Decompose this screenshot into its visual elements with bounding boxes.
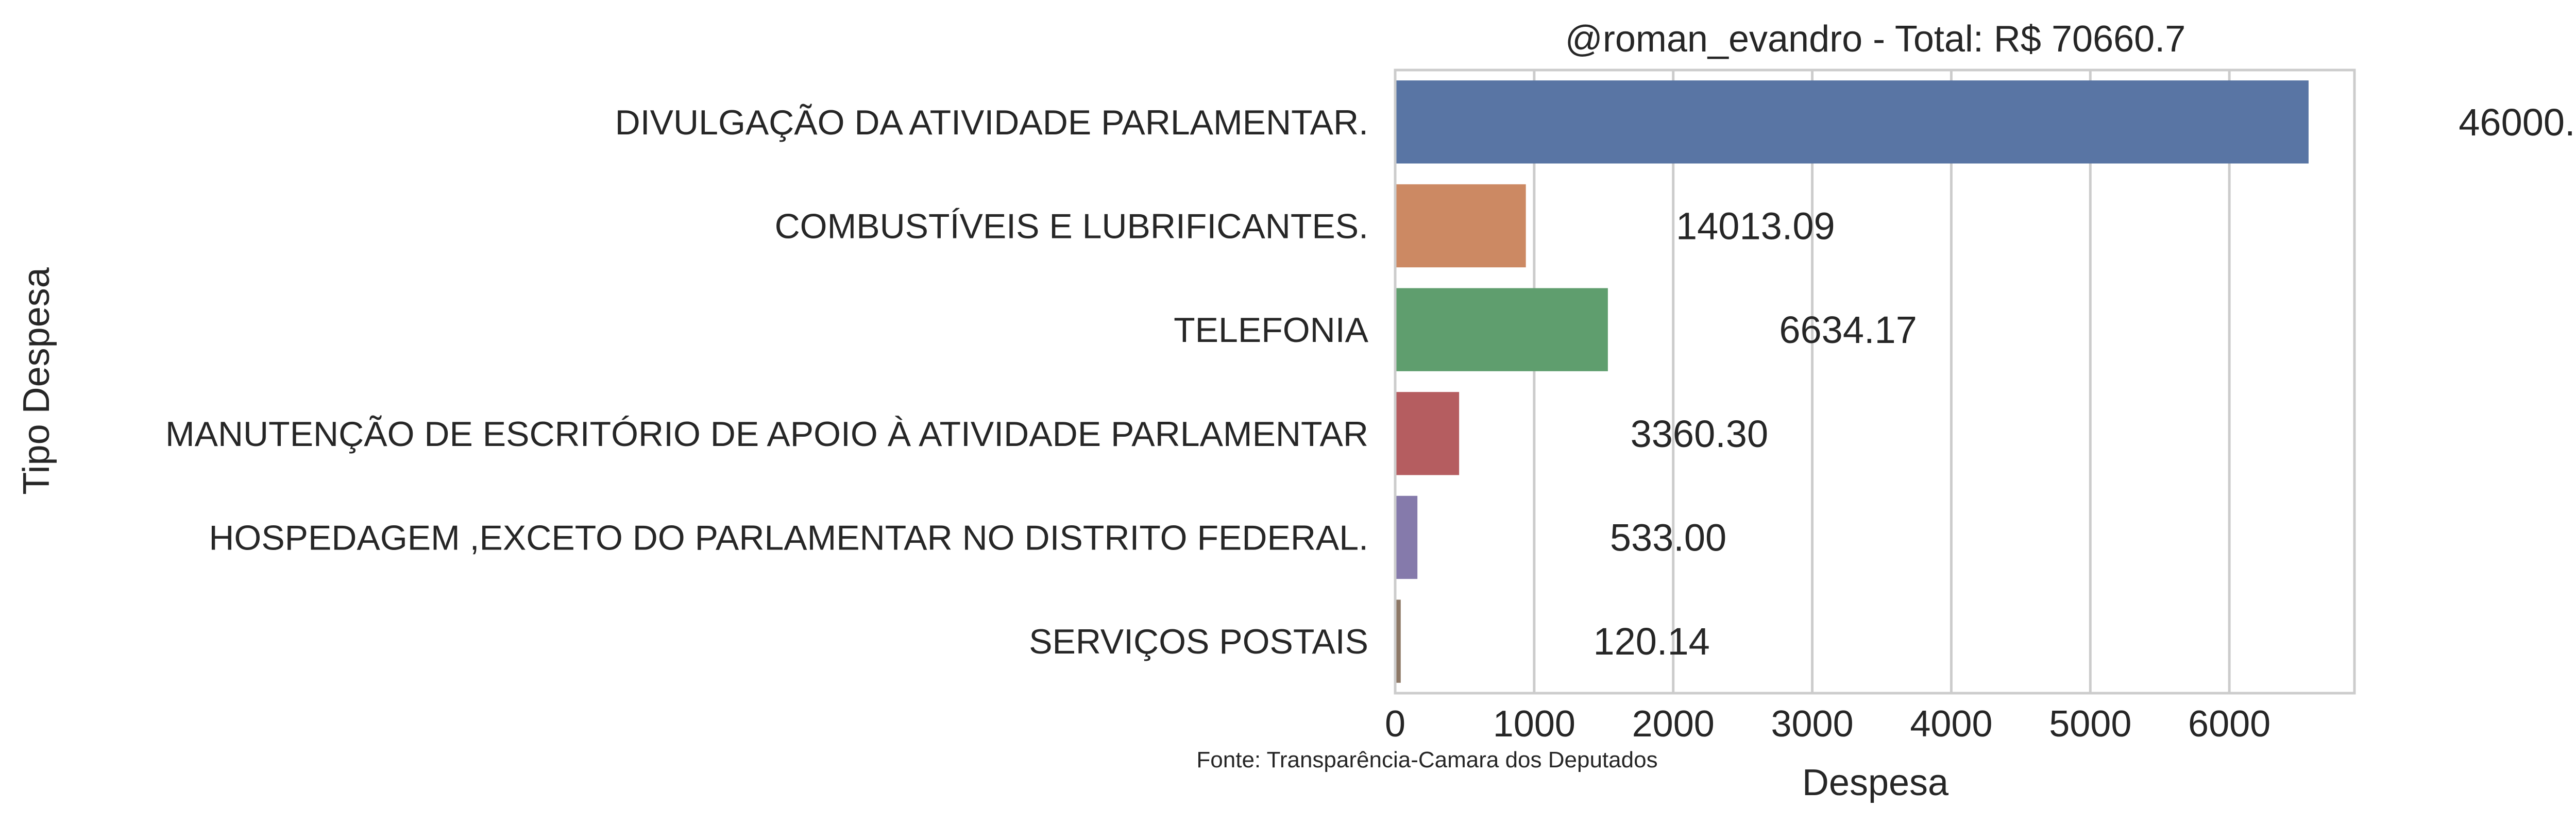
plot-frame	[1394, 68, 2356, 695]
y-axis-label: Tipo Despesa	[16, 267, 57, 495]
y-tick-label: COMBUSTÍVEIS E LUBRIFICANTES.	[775, 207, 1368, 246]
data-label: 533.00	[1610, 517, 1726, 559]
bar	[1395, 495, 1418, 579]
y-tick-label: TELEFONIA	[1174, 311, 1368, 350]
x-tick-label: 2000	[1632, 703, 1715, 745]
data-label: 3360.30	[1631, 413, 1769, 455]
y-tick-label: MANUTENÇÃO DE ESCRITÓRIO DE APOIO À ATIV…	[165, 415, 1368, 454]
bar	[1395, 184, 1526, 268]
x-tick-label: 1000	[1493, 703, 1575, 745]
data-label: 14013.09	[1676, 205, 1835, 248]
labels: 0 1000 2000 3000 4000 5000 6000 DIVULGAÇÃO DA A…	[165, 101, 2576, 745]
x-axis-label: Despesa	[1802, 762, 1949, 803]
bars	[1395, 80, 2309, 683]
bar	[1395, 80, 2309, 164]
x-tick-label: 4000	[1910, 703, 1992, 745]
y-tick-label: DIVULGAÇÃO DA ATIVIDADE PARLAMENTAR.	[615, 103, 1368, 142]
x-tick-label: 6000	[2188, 703, 2270, 745]
x-tick-label: 0	[1385, 703, 1405, 745]
bar	[1395, 288, 1608, 371]
data-label: 120.14	[1593, 620, 1709, 663]
chart-title: @roman_evandro - Total: R$ 70660.7	[1565, 19, 2186, 60]
bar	[1395, 599, 1401, 683]
source-footnote: Fonte: Transparência-Camara dos Deputado…	[1196, 747, 1657, 772]
bar	[1395, 392, 1460, 475]
y-tick-label: SERVIÇOS POSTAIS	[1029, 622, 1368, 661]
x-tick-label: 3000	[1771, 703, 1853, 745]
data-label: 6634.17	[1779, 308, 1917, 351]
y-tick-label: HOSPEDAGEM ,EXCETO DO PARLAMENTAR NO DIS…	[209, 519, 1368, 558]
data-label: 46000.00	[2459, 101, 2576, 144]
x-tick-label: 5000	[2049, 703, 2131, 745]
